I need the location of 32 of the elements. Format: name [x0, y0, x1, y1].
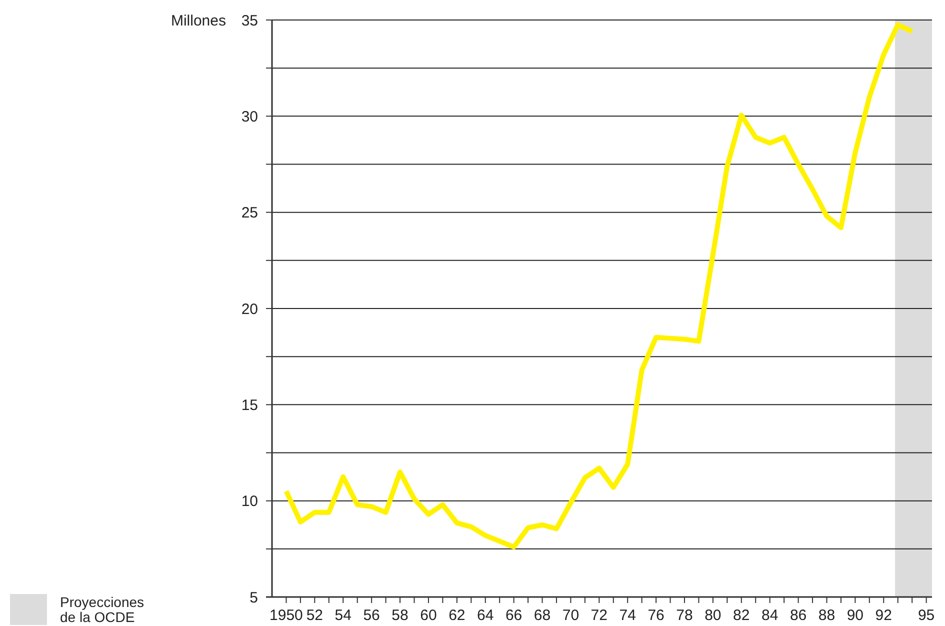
x-tick-label: 90: [846, 607, 864, 624]
x-tick-label: 56: [363, 607, 380, 624]
x-tick-label: 86: [790, 607, 807, 624]
x-tick-label: 95: [918, 607, 935, 624]
y-tick-label: 30: [241, 108, 258, 126]
x-tick-label: 58: [392, 607, 408, 624]
y-axis-title: Millones: [170, 12, 226, 30]
x-tick-label: 70: [562, 607, 580, 624]
y-tick-label: 15: [241, 396, 258, 414]
x-tick-label: 84: [762, 607, 778, 624]
x-tick-label: 72: [590, 607, 608, 624]
x-tick-label: 52: [306, 607, 324, 624]
x-tick-label: 62: [448, 607, 466, 624]
x-tick-label: 66: [505, 607, 522, 624]
x-tick-label: 64: [477, 607, 494, 624]
x-tick-label: 76: [648, 607, 664, 624]
x-tick-label: 1950: [270, 607, 303, 624]
y-tick-label: 5: [250, 589, 258, 606]
x-tick-label: 68: [534, 607, 551, 624]
x-tick-label: 88: [818, 607, 836, 624]
y-tick-label: 35: [241, 12, 258, 30]
x-tick-label: 92: [875, 607, 892, 624]
x-tick-label: 82: [733, 607, 750, 624]
x-tick-label: 60: [420, 607, 437, 624]
y-tick-label: 10: [241, 493, 258, 510]
x-tick-label: 80: [704, 607, 722, 624]
y-tick-label: 25: [241, 204, 258, 222]
x-tick-label: 78: [676, 607, 693, 624]
y-tick-label: 20: [241, 300, 258, 318]
legend-label: Proyecciones de la OCDE: [60, 594, 144, 625]
x-tick-label: 54: [334, 607, 352, 624]
x-tick-label: 74: [619, 607, 636, 624]
